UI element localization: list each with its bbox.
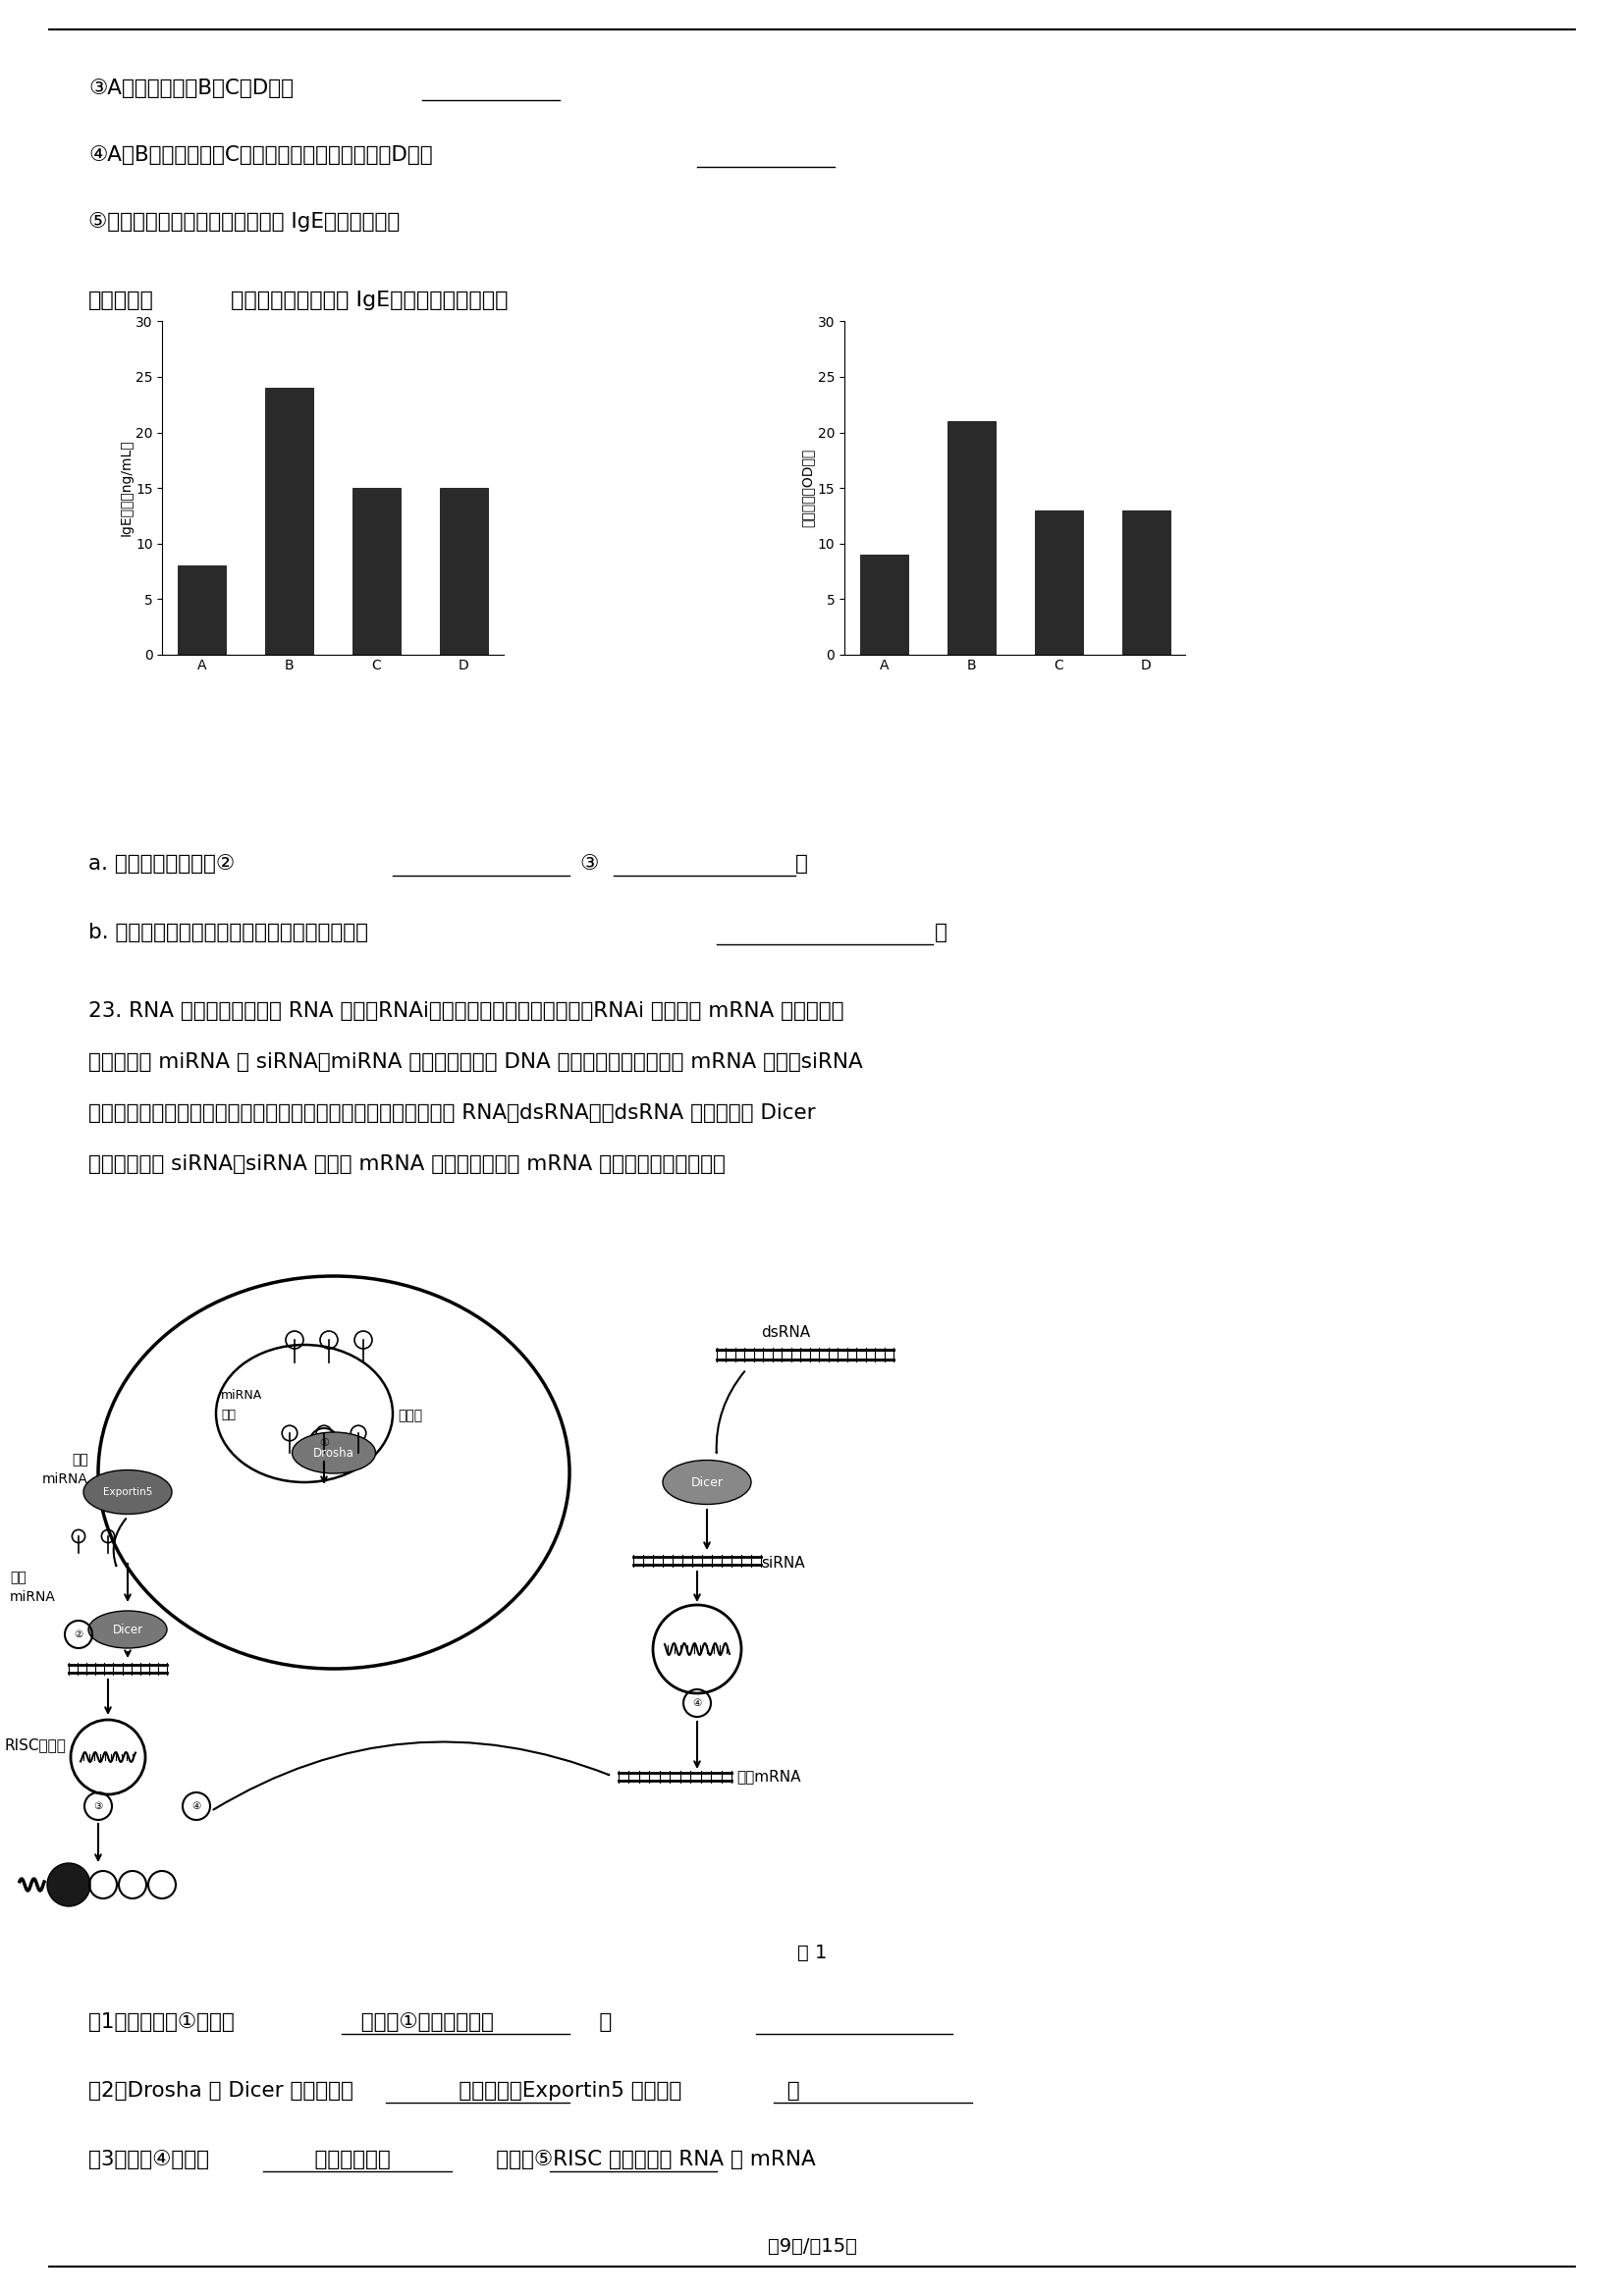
Text: 目标mRNA: 目标mRNA	[736, 1768, 801, 1784]
Text: ④: ④	[692, 1699, 702, 1708]
Text: miRNA: miRNA	[42, 1472, 88, 1486]
Text: 下图是各组大鼠血清 IgE、组胺含量的示意图: 下图是各组大鼠血清 IgE、组胺含量的示意图	[231, 292, 508, 310]
Bar	[179, 565, 226, 654]
Text: 前体: 前体	[71, 1453, 88, 1467]
Ellipse shape	[88, 1612, 167, 1649]
Text: miRNA: miRNA	[10, 1591, 55, 1605]
Text: 23. RNA 介导的基因沉默即 RNA 干扰（RNAi）是表观遗传学的研究热点。RNAi 主要是对 mRNA 进行干扰，: 23. RNA 介导的基因沉默即 RNA 干扰（RNAi）是表观遗传学的研究热点…	[88, 1001, 844, 1022]
Text: miRNA: miRNA	[221, 1389, 263, 1403]
Bar	[265, 388, 313, 654]
Text: a. 请补全实验步骤：②: a. 请补全实验步骤：②	[88, 854, 235, 875]
Bar	[440, 489, 487, 654]
FancyArrowPatch shape	[716, 1371, 744, 1453]
Bar	[947, 422, 996, 654]
FancyArrowPatch shape	[114, 1518, 127, 1566]
Ellipse shape	[663, 1460, 752, 1504]
Text: 实验结果：: 实验结果：	[88, 292, 154, 310]
Text: 细胞核: 细胞核	[398, 1410, 422, 1421]
Text: 的加工后成为 siRNA，siRNA 与目标 mRNA 完全配对，导致 mRNA 被水解。请据图回答：: 的加工后成为 siRNA，siRNA 与目标 mRNA 完全配对，导致 mRNA…	[88, 1155, 726, 1173]
Y-axis label: 组胺含量（OD値）: 组胺含量（OD値）	[801, 448, 815, 528]
Text: siRNA: siRNA	[762, 1557, 806, 1570]
Text: 第9页/全15页: 第9页/全15页	[768, 2236, 856, 2255]
Y-axis label: IgE含量（ng/mL）: IgE含量（ng/mL）	[119, 439, 133, 537]
Text: 。: 。	[796, 854, 809, 875]
Bar	[352, 489, 401, 654]
Text: （1）催化过程①的酬是      ，过程①所需的原料是     。: （1）催化过程①的酬是 ，过程①所需的原料是 。	[88, 2011, 612, 2032]
Text: ①: ①	[318, 1437, 330, 1449]
Text: dsRNA: dsRNA	[762, 1325, 810, 1341]
Text: 主要来源于外来生物，例如寄生在宿主体内的病毒会产生异源双链 RNA（dsRNA），dsRNA 经过核酸酶 Dicer: 主要来源于外来生物，例如寄生在宿主体内的病毒会产生异源双链 RNA（dsRNA）…	[88, 1104, 815, 1123]
Circle shape	[47, 1862, 91, 1906]
FancyArrowPatch shape	[213, 1743, 609, 1809]
Text: ③A组不作处理，B、C、D组。: ③A组不作处理，B、C、D组。	[88, 78, 294, 99]
Text: Dicer: Dicer	[690, 1476, 723, 1488]
Text: 基因: 基因	[221, 1410, 235, 1421]
Text: ⑤一段时间后检测各组大鼠血清中 IgE、组胺含量。: ⑤一段时间后检测各组大鼠血清中 IgE、组胺含量。	[88, 211, 400, 232]
Text: RISC复合体: RISC复合体	[5, 1738, 67, 1752]
Bar	[1034, 510, 1083, 654]
Ellipse shape	[83, 1469, 172, 1513]
Bar	[1122, 510, 1169, 654]
Text: 起作用的有 miRNA 和 siRNA。miRNA 是由基因组内源 DNA 编码产生，其可与目标 mRNA 配对；siRNA: 起作用的有 miRNA 和 siRNA。miRNA 是由基因组内源 DNA 编码…	[88, 1052, 862, 1072]
Text: Dicer: Dicer	[112, 1623, 143, 1635]
Text: ④: ④	[192, 1802, 201, 1812]
Text: Exportin5: Exportin5	[102, 1488, 153, 1497]
Bar	[861, 556, 908, 654]
Text: ③: ③	[94, 1802, 102, 1812]
Ellipse shape	[292, 1433, 375, 1474]
Text: （2）Drosha 和 Dicer 都可以催化     键的水解，Exportin5 的功能是     。: （2）Drosha 和 Dicer 都可以催化 键的水解，Exportin5 的…	[88, 2080, 801, 2101]
Text: b. 据实验结果分析针灸疗法治疗荨麻疹的机理是: b. 据实验结果分析针灸疗法治疗荨麻疹的机理是	[88, 923, 369, 941]
Text: ③: ③	[580, 854, 598, 875]
Text: 成熟: 成熟	[10, 1570, 26, 1584]
Text: 。: 。	[935, 923, 947, 941]
Text: 图 1: 图 1	[797, 1945, 827, 1963]
Text: ②: ②	[75, 1630, 83, 1639]
Text: （3）过程④会导致     终止，原因是     。过程⑤RISC 复合体中的 RNA 与 mRNA: （3）过程④会导致 终止，原因是 。过程⑤RISC 复合体中的 RNA 与 mR…	[88, 2149, 815, 2170]
Text: Drosha: Drosha	[313, 1446, 354, 1460]
Text: ④A、B组正常馆养，C组每日灸胃氯雷他定溶液，D组。: ④A、B组正常馆养，C组每日灸胃氯雷他定溶液，D组。	[88, 145, 432, 165]
